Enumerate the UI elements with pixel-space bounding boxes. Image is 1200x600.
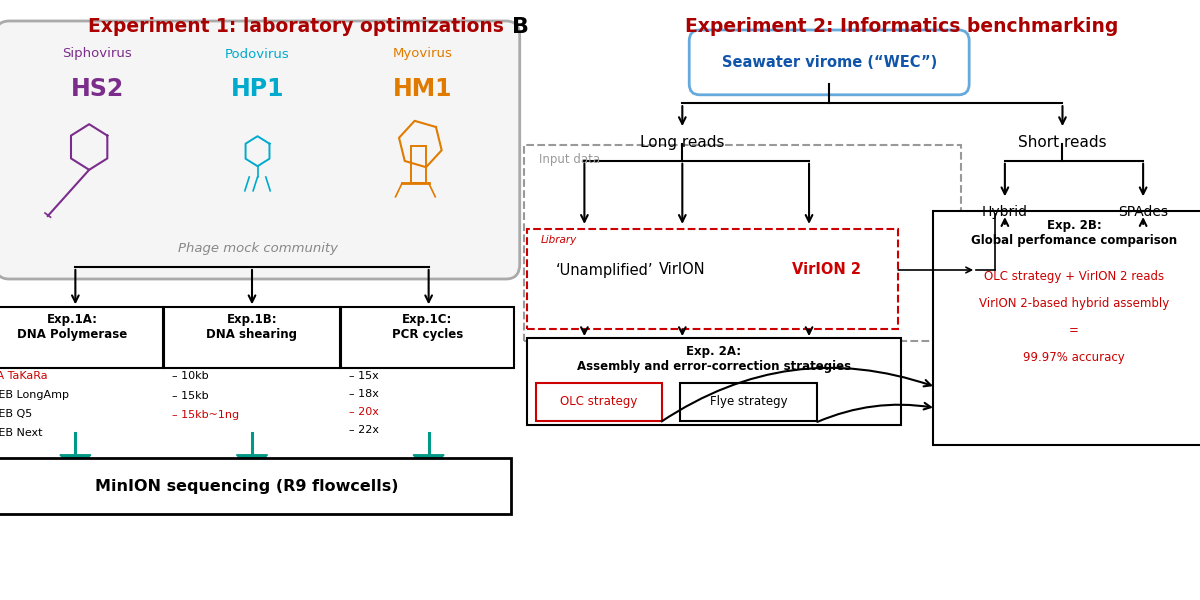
Text: Input data: Input data — [540, 153, 600, 166]
Text: Library: Library — [541, 235, 577, 245]
Text: – 15kb: – 15kb — [172, 391, 209, 401]
FancyBboxPatch shape — [164, 307, 340, 368]
Text: NEB Q5: NEB Q5 — [0, 409, 32, 419]
Text: Hybrid: Hybrid — [982, 205, 1028, 219]
FancyBboxPatch shape — [341, 307, 514, 368]
FancyBboxPatch shape — [536, 383, 661, 421]
Text: NEB Next: NEB Next — [0, 428, 42, 439]
Text: VirION 2: VirION 2 — [792, 263, 860, 277]
FancyBboxPatch shape — [680, 383, 817, 421]
FancyBboxPatch shape — [0, 307, 163, 368]
Text: HS2: HS2 — [71, 77, 124, 101]
Text: Long reads: Long reads — [640, 135, 725, 150]
Text: 99.97% accuracy: 99.97% accuracy — [1024, 351, 1124, 364]
Text: NEB LongAmp: NEB LongAmp — [0, 390, 68, 400]
Bar — [410, 146, 426, 183]
Text: VirION 2-based hybrid assembly: VirION 2-based hybrid assembly — [979, 297, 1169, 310]
Text: Podovirus: Podovirus — [226, 47, 290, 61]
Text: Exp. 2B:
Global perfomance comparison: Exp. 2B: Global perfomance comparison — [971, 219, 1177, 247]
Text: – 15kb~1ng: – 15kb~1ng — [172, 410, 239, 421]
Text: Experiment 1: laboratory optimizations: Experiment 1: laboratory optimizations — [89, 17, 504, 36]
Polygon shape — [236, 455, 268, 473]
FancyBboxPatch shape — [527, 338, 901, 425]
Text: – 20x: – 20x — [349, 407, 378, 417]
Text: Exp.1A:
DNA Polymerase: Exp.1A: DNA Polymerase — [18, 313, 127, 341]
Text: Siphovirus: Siphovirus — [62, 47, 132, 61]
Text: Phage mock community: Phage mock community — [178, 242, 337, 255]
Text: HM1: HM1 — [394, 77, 452, 101]
FancyBboxPatch shape — [934, 211, 1200, 445]
Text: Exp. 2A:
Assembly and error-correction strategies: Exp. 2A: Assembly and error-correction s… — [577, 345, 851, 373]
Text: OLC strategy: OLC strategy — [560, 395, 637, 409]
Text: ‘Unamplified’: ‘Unamplified’ — [556, 263, 653, 277]
Text: Short reads: Short reads — [1018, 135, 1106, 150]
Text: – 18x: – 18x — [349, 389, 378, 399]
Text: Seawater virome (“WEC”): Seawater virome (“WEC”) — [721, 55, 937, 70]
Text: B: B — [512, 17, 529, 37]
FancyBboxPatch shape — [0, 21, 520, 279]
Text: Experiment 2: Informatics benchmarking: Experiment 2: Informatics benchmarking — [684, 17, 1118, 36]
Text: Myovirus: Myovirus — [394, 47, 454, 61]
Text: Exp.1B:
DNA shearing: Exp.1B: DNA shearing — [206, 313, 298, 341]
Text: VirION: VirION — [659, 263, 706, 277]
Text: MinION sequencing (R9 flowcells): MinION sequencing (R9 flowcells) — [95, 479, 398, 493]
Text: – 10kb: – 10kb — [172, 371, 209, 381]
Text: Flye strategy: Flye strategy — [709, 395, 787, 409]
Text: – 22x: – 22x — [349, 425, 379, 435]
FancyBboxPatch shape — [689, 30, 970, 95]
Text: =: = — [1069, 324, 1079, 337]
Polygon shape — [60, 455, 91, 473]
Text: SPAdes: SPAdes — [1118, 205, 1168, 219]
Text: HP1: HP1 — [230, 77, 284, 101]
Polygon shape — [413, 455, 444, 473]
Text: Exp.1C:
PCR cycles: Exp.1C: PCR cycles — [392, 313, 463, 341]
Text: LA TaKaRa: LA TaKaRa — [0, 371, 48, 381]
Text: OLC strategy + VirION 2 reads: OLC strategy + VirION 2 reads — [984, 270, 1164, 283]
Text: – 15x: – 15x — [349, 371, 378, 381]
FancyBboxPatch shape — [0, 458, 511, 514]
